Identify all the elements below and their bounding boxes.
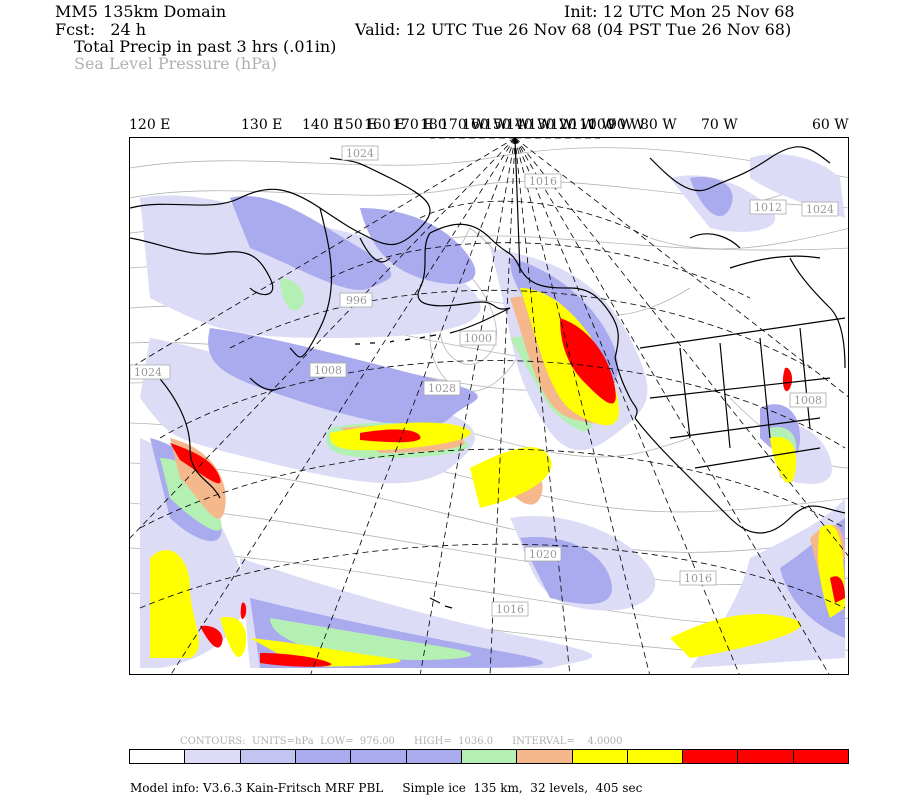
colorbar-cell (461, 750, 518, 763)
colorbar-cell (240, 750, 296, 763)
lon-label: 110 W (570, 117, 616, 133)
colorbar-cell (572, 750, 628, 763)
lon-label: 160 E (364, 117, 406, 133)
lon-label: 60 W (812, 117, 849, 133)
forecast-hour: Fcst: 24 h (55, 20, 147, 39)
colorbar-cell (406, 750, 462, 763)
lon-label: 160 W (462, 117, 508, 133)
model-info: Model info: V3.6.3 Kain-Fritsch MRF PBL … (130, 781, 643, 795)
lon-label: 130 E (241, 117, 283, 133)
pressure-label: 1008 (794, 394, 822, 407)
lon-label: 140 E (302, 117, 344, 133)
pressure-label: 1024 (134, 366, 162, 379)
pressure-label: 1024 (806, 203, 834, 216)
init-time: Init: 12 UTC Mon 25 Nov 68 (564, 2, 795, 21)
lon-label: 140 W (506, 117, 552, 133)
lon-label: 150 E (336, 117, 378, 133)
colorbar-cell (351, 750, 407, 763)
precip-colorbar (129, 749, 849, 764)
pressure-label: 1012 (754, 201, 782, 214)
pressure-label: 1000 (464, 332, 492, 345)
pressure-label: 1016 (684, 572, 712, 585)
lon-label: 170 E (392, 117, 434, 133)
map-panel: 1024 1016 1012 996 1008 1000 1028 1024 1… (129, 137, 849, 675)
colorbar-cell (793, 750, 849, 763)
domain-title: MM5 135km Domain (55, 2, 227, 21)
lon-label: 170 W (440, 117, 486, 133)
pressure-label: 1024 (346, 147, 374, 160)
coastlines (130, 138, 846, 609)
lon-label: 70 W (701, 117, 738, 133)
lon-label: 180 (420, 117, 447, 133)
colorbar-cell (295, 750, 352, 763)
lon-label: 120 E (129, 117, 171, 133)
precip-red (170, 318, 845, 667)
lat-lon-grid (130, 138, 848, 674)
map-canvas: 1024 1016 1012 996 1008 1000 1028 1024 1… (130, 138, 848, 674)
lon-label: 90 W (608, 117, 645, 133)
pressure-label: 1008 (314, 364, 342, 377)
colorbar-cell (738, 750, 794, 763)
colorbar-cell (185, 750, 241, 763)
lon-label: 130 W (528, 117, 574, 133)
contours-info: CONTOURS: UNITS=hPa LOW= 976.00 HIGH= 10… (180, 736, 623, 747)
pressure-label: 1020 (529, 548, 557, 561)
lon-label: 120 W (550, 117, 596, 133)
pressure-label: 996 (346, 294, 367, 307)
field-primary: Total Precip in past 3 hrs (.01in) (74, 37, 337, 56)
pressure-label: 1028 (428, 382, 456, 395)
lon-label: 100 W (588, 117, 634, 133)
pressure-labels: 1024 1016 1012 996 1008 1000 1028 1024 1… (130, 145, 839, 617)
lon-label: 150 W (484, 117, 530, 133)
valid-time: Valid: 12 UTC Tue 26 Nov 68 (04 PST Tue … (355, 20, 792, 39)
colorbar-cell (627, 750, 684, 763)
colorbar-cell (517, 750, 573, 763)
lon-label: 80 W (640, 117, 677, 133)
colorbar-cell (130, 750, 186, 763)
field-secondary: Sea Level Pressure (hPa) (74, 54, 278, 73)
pressure-label: 1016 (496, 603, 524, 616)
colorbar-cell (683, 750, 739, 763)
pressure-label: 1016 (529, 175, 557, 188)
